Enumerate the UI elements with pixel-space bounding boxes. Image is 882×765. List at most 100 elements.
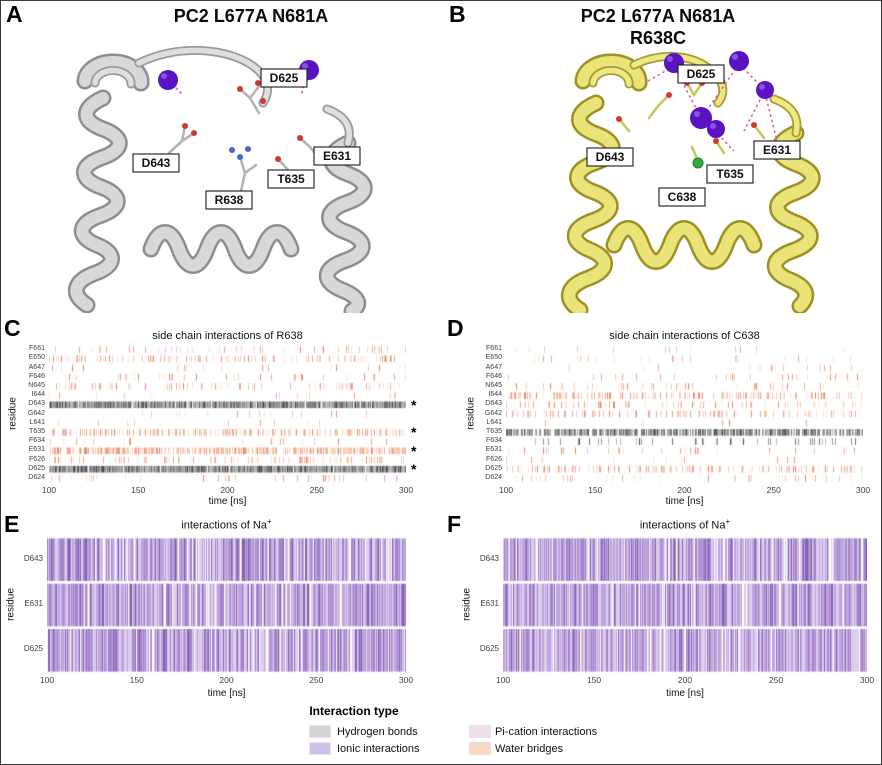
ytick-d-f634: F634 [486,437,502,445]
residue-label-t635: T635 [267,169,315,189]
xtick-e-300: 300 [398,675,414,685]
panel-e-x-axis-label: time [ns] [207,688,246,699]
panel-a-label: A [6,1,23,27]
svg-text:E631: E631 [763,143,791,157]
svg-text:D643: D643 [142,156,171,170]
residue-label-e631: E631 [753,140,801,160]
ytick-d-n645: N645 [485,381,502,389]
xtick-c-150: 150 [131,485,146,495]
xtick-c-250: 250 [309,485,324,495]
ytick-d-e631: E631 [485,446,502,454]
ytick-c-f626: F626 [29,455,45,463]
ytick-c-t635: T635 [29,427,45,435]
oxygen-atom [260,98,266,104]
panel-e-plot-title: interactions of Na+ [181,517,272,532]
ytick-c-n645: N645 [28,381,45,389]
ytick-d-d643: D643 [485,400,502,408]
legend-title: Interaction type [309,704,399,718]
residue-label-c638: C638 [658,187,706,207]
oxygen-atom [666,92,672,98]
svg-text:C638: C638 [668,190,697,204]
ytick-d-f646: F646 [486,372,502,380]
svg-text:D643: D643 [596,150,625,164]
svg-text:E631: E631 [323,149,351,163]
ytick-d-a647: A647 [485,363,502,371]
panel-a-structure: D625 D643 R638 T635 E631 [68,45,373,313]
ytick-d-t635: T635 [486,427,502,435]
svg-text:D625: D625 [270,71,299,85]
xtick-e-200: 200 [219,675,234,685]
legend-swatch-ionic-interactions [309,742,331,755]
alpha-helices-yellow [561,51,821,313]
residue-label-r638: R638 [205,190,253,210]
oxygen-atom [297,135,303,141]
ytick-c-e631: E631 [28,446,45,454]
chloride-ion [692,157,704,169]
ytick-d-d625: D625 [485,464,502,472]
svg-text:D625: D625 [687,67,716,81]
oxygen-atom [255,80,261,86]
xtick-f-150: 150 [586,675,602,685]
oxygen-atom [275,156,281,162]
ytick-c-f661: F661 [29,345,45,353]
residue-label-t635: T635 [706,164,754,184]
panel-d-raster [506,345,863,483]
ytick-d-e650: E650 [485,354,502,362]
side-chain-sticks [167,80,323,193]
xtick-c-200: 200 [220,485,235,495]
xtick-f-200: 200 [677,675,693,685]
panel-e-raster [47,537,406,673]
panel-d-x-axis-label: time [ns] [665,496,704,507]
oxygen-atom [751,122,757,128]
panel-c-label: C [4,315,21,341]
ytick-d-i644: I644 [488,391,502,399]
svg-text:T635: T635 [277,172,305,186]
legend-label-hydrogen-bonds: Hydrogen bonds [337,726,418,738]
xtick-c-300: 300 [398,485,414,495]
panel-b-label: B [449,1,466,27]
alpha-helices-gray [68,45,373,313]
ytick-f-d643: D643 [479,553,499,563]
ytick-d-g642: G642 [484,409,502,417]
oxygen-atom [713,138,719,144]
ytick-d-l641: L641 [486,418,502,426]
ytick-e-d643: D643 [23,553,43,563]
svg-text:R638: R638 [215,193,244,207]
residue-label-e631: E631 [313,146,361,166]
ytick-f-e631: E631 [480,599,499,608]
panel-f-x-axis-label: time [ns] [666,688,704,699]
panel-c-raster [49,345,406,483]
legend-label-pi-cation-interactions: Pi-cation interactions [495,726,598,738]
ytick-c-g642: G642 [27,409,45,417]
legend-label-ionic-interactions: Ionic interactions [337,743,420,755]
legend-swatch-hydrogen-bonds [309,725,331,738]
ytick-c-d624: D624 [28,473,45,481]
significance-star: * [411,442,417,459]
xtick-d-250: 250 [766,485,781,495]
ytick-c-f634: F634 [29,437,45,445]
ytick-f-d625: D625 [479,644,499,654]
xtick-e-250: 250 [309,675,324,685]
ytick-d-f661: F661 [486,345,502,353]
xtick-f-300: 300 [859,675,875,685]
ytick-d-f626: F626 [486,455,502,463]
xtick-e-100: 100 [39,675,55,685]
ytick-c-d643: D643 [28,400,45,408]
ytick-c-f646: F646 [29,372,45,380]
oxygen-atom [182,123,188,129]
ytick-d-d624: D624 [485,473,502,481]
significance-star: * [411,461,417,478]
oxygen-atom [191,130,197,136]
oxygen-atom [616,116,622,122]
xtick-e-150: 150 [129,675,144,685]
xtick-f-250: 250 [768,675,784,685]
nitrogen-atom [245,146,251,152]
ytick-e-d625: D625 [23,644,43,654]
residue-label-d625: D625 [677,64,725,84]
xtick-d-100: 100 [498,485,514,495]
panel-e-label: E [4,511,20,537]
nitrogen-atom [237,154,243,160]
residue-label-d643: D643 [586,147,634,167]
panel-d-plot-title: side chain interactions of C638 [609,330,760,342]
